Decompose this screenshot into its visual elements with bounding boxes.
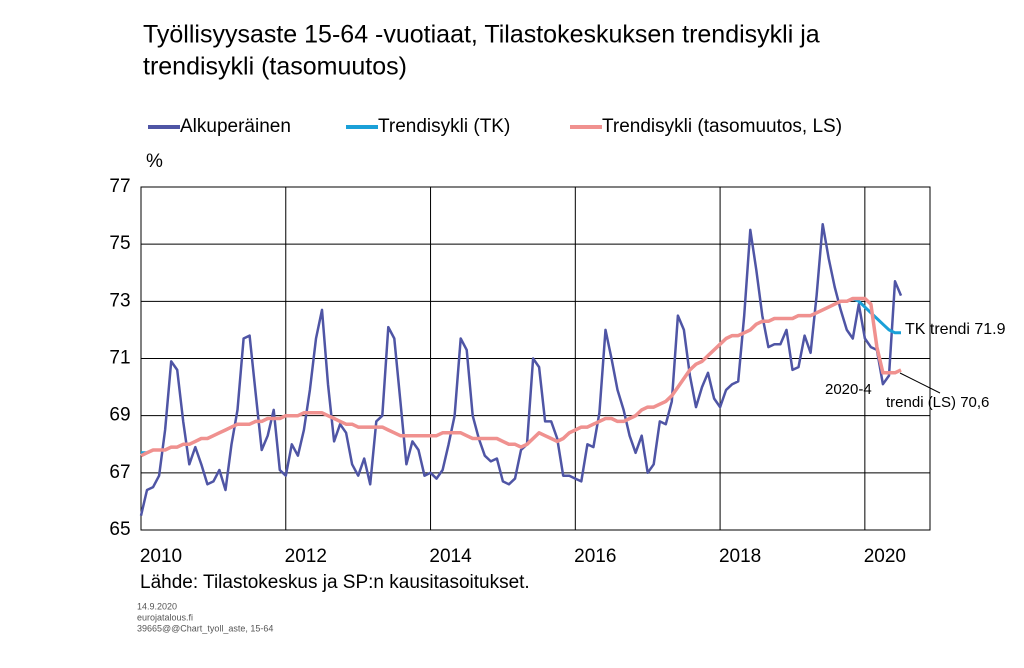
annotation: TK trendi 71.9: [905, 321, 1006, 338]
chart-title: Työllisyysaste 15-64 -vuotiaat, Tilastok…: [143, 21, 820, 49]
y-tick-label: 73: [109, 290, 130, 311]
footer: 39665@@Chart_tyoll_aste, 15-64: [137, 623, 273, 633]
chart-title: trendisykli (tasomuutos): [143, 53, 407, 81]
annotation: 2020-4: [825, 381, 872, 398]
legend-label: Trendisykli (TK): [378, 116, 510, 137]
y-tick-label: 65: [109, 519, 130, 540]
y-tick-label: 75: [109, 233, 130, 254]
y-tick-label: 69: [109, 405, 130, 426]
footer: eurojatalous.fi: [137, 612, 193, 622]
y-tick-label: 67: [109, 462, 130, 483]
y-axis-label: %: [146, 151, 163, 172]
x-tick-label: 2020: [864, 546, 906, 567]
y-tick-label: 71: [109, 348, 130, 369]
series-line: [139, 222, 903, 516]
annotation: trendi (LS) 70,6: [886, 394, 989, 411]
x-tick-label: 2016: [574, 546, 616, 567]
x-tick-label: 2014: [429, 546, 472, 567]
y-tick-label: 77: [109, 176, 130, 197]
legend-label: Trendisykli (tasomuutos, LS): [602, 116, 842, 137]
plot-border: [140, 186, 931, 531]
x-tick-label: 2010: [140, 546, 182, 567]
source: Lähde: Tilastokeskus ja SP:n kausitasoit…: [140, 572, 530, 593]
footer: 14.9.2020: [137, 601, 177, 611]
leader-line: [899, 372, 941, 394]
x-tick-label: 2012: [285, 546, 327, 567]
x-tick-label: 2018: [719, 546, 761, 567]
series-line: [140, 296, 902, 458]
legend-label: Alkuperäinen: [180, 116, 291, 137]
